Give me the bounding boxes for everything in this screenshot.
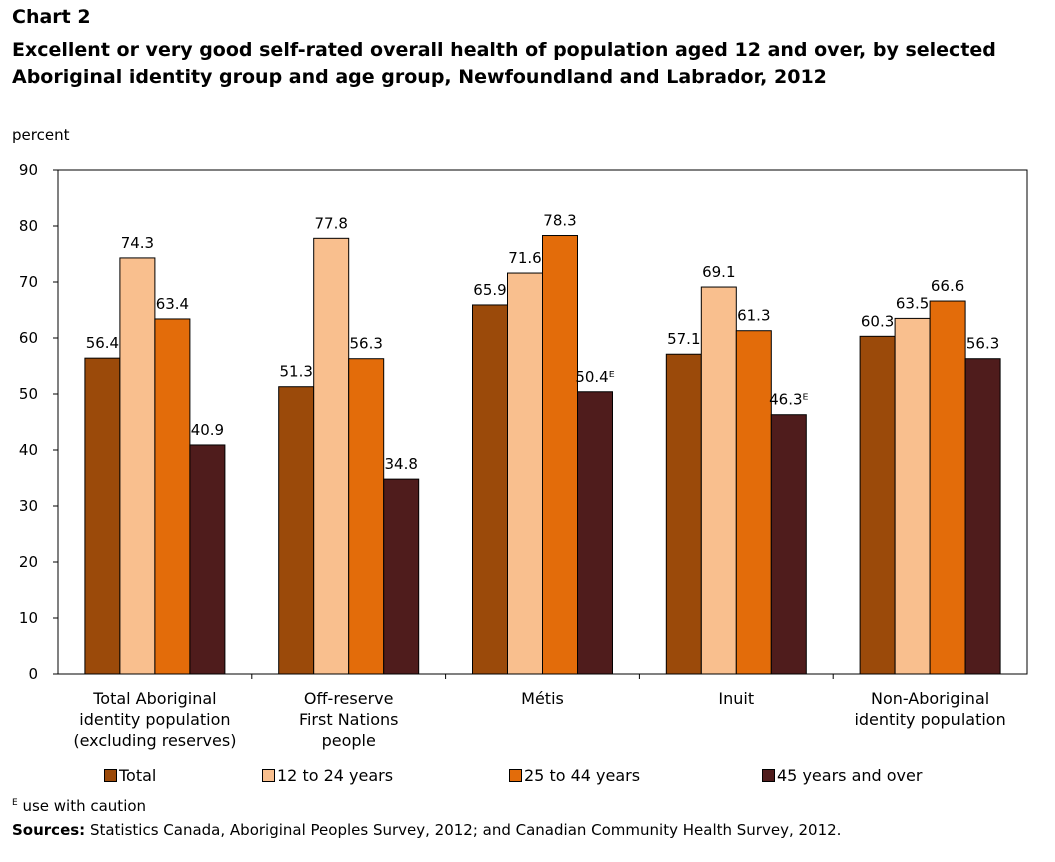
data-label: 78.3 <box>543 212 576 230</box>
bar <box>859 335 896 675</box>
data-label: 65.9 <box>473 281 506 299</box>
bar <box>348 358 385 675</box>
bar <box>383 478 420 675</box>
data-label: 69.1 <box>702 263 735 281</box>
legend-item-25-to-44: 25 to 44 years <box>509 766 640 785</box>
bar <box>278 386 315 675</box>
data-label: 51.3 <box>279 363 312 381</box>
chart-title: Excellent or very good self-rated overal… <box>12 39 996 88</box>
legend-swatch-12-to-24 <box>262 769 275 782</box>
legend-item-total: Total <box>104 766 156 785</box>
bar <box>119 257 156 675</box>
legend-label-25-to-44: 25 to 44 years <box>524 766 641 785</box>
x-category-label: Non-Aboriginal identity population <box>854 689 1006 729</box>
bar <box>770 414 807 675</box>
y-tick-label: 20 <box>19 553 38 571</box>
data-label: 56.3 <box>966 335 999 353</box>
data-label: 61.3 <box>737 307 770 325</box>
y-tick-label: 30 <box>19 497 38 515</box>
legend-swatch-25-to-44 <box>509 769 522 782</box>
y-tick-label: 10 <box>19 609 38 627</box>
bar <box>577 391 613 675</box>
y-tick-label: 0 <box>28 665 38 683</box>
data-label: 57.1 <box>667 330 700 348</box>
x-category-label: Off-reserve First Nations people <box>298 689 399 750</box>
sources-note: Sources: Statistics Canada, Aboriginal P… <box>12 820 1042 840</box>
data-label: 74.3 <box>121 234 154 252</box>
data-label: 46.3ᴱ <box>769 391 808 409</box>
y-tick-label: 70 <box>19 273 38 291</box>
legend-item-45-and-over: 45 years and over <box>762 766 922 785</box>
data-label: 63.5 <box>896 294 929 312</box>
bar <box>735 330 772 675</box>
data-label: 60.3 <box>861 312 894 330</box>
data-label: 34.8 <box>384 455 417 473</box>
bar <box>542 235 578 675</box>
bar <box>154 318 191 675</box>
bar <box>507 272 543 675</box>
x-category-label: Total Aboriginal identity population (ex… <box>73 689 237 750</box>
bar <box>472 304 508 675</box>
sources-text: Statistics Canada, Aboriginal Peoples Su… <box>85 821 842 839</box>
bar <box>700 286 737 675</box>
bar <box>189 444 226 675</box>
data-label: 71.6 <box>508 249 541 267</box>
legend-label-total: Total <box>119 766 157 785</box>
legend-label-12-to-24: 12 to 24 years <box>277 766 394 785</box>
footnote: E use with caution <box>12 797 146 815</box>
data-label: 40.9 <box>191 421 224 439</box>
data-label: 56.3 <box>349 335 382 353</box>
footnote-marker: E <box>12 798 18 808</box>
bar <box>894 317 931 675</box>
bar <box>84 357 121 675</box>
legend-item-12-to-24: 12 to 24 years <box>262 766 393 785</box>
bar <box>929 300 966 675</box>
legend: Total 12 to 24 years 25 to 44 years 45 y… <box>104 766 1004 788</box>
data-label: 77.8 <box>314 214 347 232</box>
x-category-label: Métis <box>521 689 564 708</box>
data-label: 50.4ᴱ <box>575 368 614 386</box>
legend-label-45-and-over: 45 years and over <box>777 766 923 785</box>
bar <box>665 353 702 675</box>
legend-swatch-45-and-over <box>762 769 775 782</box>
x-category-label: Inuit <box>718 689 755 708</box>
sources-label: Sources: <box>12 821 86 839</box>
y-axis-unit-label: percent <box>12 126 70 144</box>
data-label: 66.6 <box>931 277 964 295</box>
bar <box>313 237 350 675</box>
legend-swatch-total <box>104 769 117 782</box>
y-tick-label: 60 <box>19 329 38 347</box>
y-tick-label: 80 <box>19 217 38 235</box>
y-tick-label: 40 <box>19 441 38 459</box>
data-label: 63.4 <box>156 295 189 313</box>
footnote-text: use with caution <box>17 797 147 815</box>
bar <box>964 358 1001 675</box>
data-label: 56.4 <box>86 334 119 352</box>
y-tick-label: 90 <box>19 161 38 179</box>
y-tick-label: 50 <box>19 385 38 403</box>
chart-number: Chart 2 <box>12 6 91 28</box>
